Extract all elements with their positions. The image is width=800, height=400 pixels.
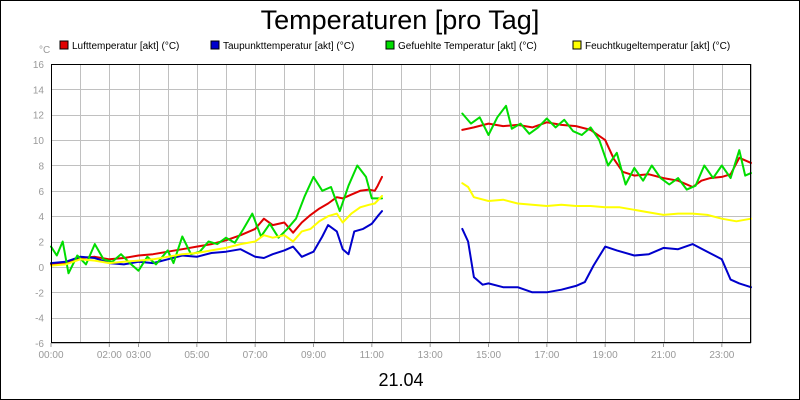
y-tick-label: 2 xyxy=(38,238,44,249)
legend-swatch xyxy=(59,40,69,50)
x-tick-label: 03:00 xyxy=(126,350,151,361)
y-axis-unit-label: °C xyxy=(39,45,50,56)
series-line-4 xyxy=(50,194,383,267)
x-tick-label: 23:00 xyxy=(709,350,734,361)
legend: Lufttemperatur [akt] (°C) Taupunkttempera… xyxy=(59,40,730,52)
plot-border xyxy=(51,64,751,343)
legend-swatch xyxy=(385,40,395,50)
y-tick-label: -6 xyxy=(35,339,44,350)
legend-label: Gefuehlte Temperatur [akt] (°C) xyxy=(398,41,537,52)
y-tick-label: 6 xyxy=(38,187,44,198)
y-tick-label: 12 xyxy=(33,111,45,122)
x-tick-label: 19:00 xyxy=(593,350,618,361)
x-tick-label: 00:00 xyxy=(38,350,63,361)
series-lines xyxy=(50,104,752,294)
legend-swatch xyxy=(572,40,582,50)
x-tick-label: 17:00 xyxy=(534,350,559,361)
x-tick-label: 02:00 xyxy=(97,350,122,361)
x-tick-label: 13:00 xyxy=(418,350,443,361)
legend-label: Feuchtkugeltemperatur [akt] (°C) xyxy=(585,41,730,52)
x-tick-label: 09:00 xyxy=(301,350,326,361)
legend-label: Lufttemperatur [akt] (°C) xyxy=(72,41,179,52)
x-tick-label: 07:00 xyxy=(243,350,268,361)
series-line-2 xyxy=(50,210,383,266)
y-tick-label: 10 xyxy=(33,136,45,147)
y-tick-label: -2 xyxy=(35,288,44,299)
y-tick-label: 8 xyxy=(38,161,44,172)
x-tick-label: 15:00 xyxy=(476,350,501,361)
legend-label: Taupunkttemperatur [akt] (°C) xyxy=(223,41,354,52)
legend-swatch xyxy=(210,40,220,50)
y-tick-label: 16 xyxy=(33,60,45,71)
x-tick-label: 21:00 xyxy=(651,350,676,361)
series-line-3 xyxy=(461,104,752,191)
series-line-4 xyxy=(461,182,752,223)
x-axis-ticks: 00:00 02:00 03:00 05:00 07:00 09:00 11:00 13:00… xyxy=(38,343,735,361)
y-axis-ticks: -6 -4 -2 0 2 4 6 8 10 12 14 16 xyxy=(33,60,45,350)
series-line-2 xyxy=(461,227,752,294)
grid-lines xyxy=(51,64,752,344)
y-tick-label: 0 xyxy=(38,263,44,274)
x-tick-label: 05:00 xyxy=(184,350,209,361)
x-axis-date-label: 21.04 xyxy=(378,370,423,390)
chart-title: Temperaturen [pro Tag] xyxy=(261,5,540,35)
y-tick-label: 4 xyxy=(38,212,44,223)
x-tick-label: 11:00 xyxy=(360,350,385,361)
y-tick-label: 14 xyxy=(33,85,45,96)
series-line-3 xyxy=(50,164,383,275)
y-tick-label: -4 xyxy=(35,314,44,325)
